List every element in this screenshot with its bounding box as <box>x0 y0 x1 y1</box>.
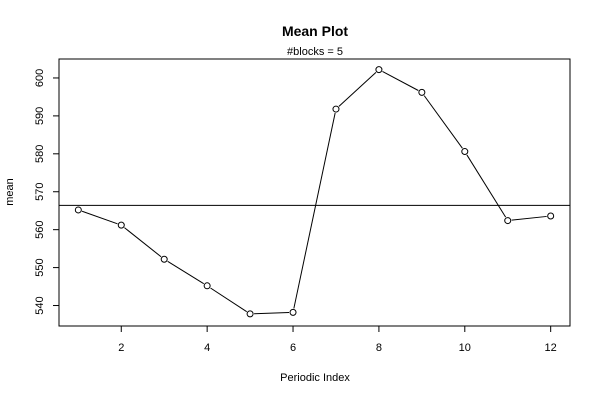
x-tick-label: 4 <box>204 342 210 354</box>
data-point <box>74 206 82 214</box>
data-point <box>547 212 555 220</box>
mean-series <box>74 66 555 318</box>
y-tick-label: 540 <box>34 296 46 314</box>
y-axis-label: mean <box>4 178 16 206</box>
plot-area-frame <box>58 58 571 327</box>
series-line-segment <box>511 215 547 221</box>
x-axis-ticks: 2 4 6 8 10 12 <box>118 326 557 354</box>
x-tick-label: 10 <box>459 342 471 354</box>
x-tick-label: 6 <box>290 342 296 354</box>
x-axis-label: Periodic Index <box>280 372 350 384</box>
series-line-segment <box>81 210 118 225</box>
series-line-segment <box>124 227 162 258</box>
x-tick-label: 2 <box>118 342 124 354</box>
series-line-segment <box>466 154 507 218</box>
series-line-segment <box>167 260 205 285</box>
data-point <box>375 66 383 74</box>
data-point <box>160 255 168 263</box>
y-tick-label: 550 <box>34 258 46 276</box>
data-point <box>117 221 125 229</box>
data-point <box>418 88 426 96</box>
data-point <box>289 308 297 316</box>
chart-subtitle: #blocks = 5 <box>287 46 343 58</box>
data-point <box>461 148 469 156</box>
series-line-segment <box>210 287 248 313</box>
x-tick-label: 12 <box>545 342 557 354</box>
y-tick-label: 560 <box>34 220 46 238</box>
series-line-segment <box>382 71 419 91</box>
data-point <box>246 310 254 318</box>
data-point <box>332 105 340 113</box>
data-point <box>203 282 211 290</box>
series-line-segment <box>254 311 290 315</box>
y-tick-label: 580 <box>34 145 46 163</box>
y-tick-label: 570 <box>34 183 46 201</box>
data-point <box>504 217 512 225</box>
series-line-segment <box>423 95 463 149</box>
y-tick-label: 600 <box>34 69 46 87</box>
y-axis-ticks: 540 550 560 570 580 590 600 <box>34 69 59 315</box>
series-line-segment <box>293 112 336 309</box>
series-line-segment <box>338 71 377 107</box>
chart-title: Mean Plot <box>282 23 348 39</box>
x-tick-label: 8 <box>376 342 382 354</box>
y-tick-label: 590 <box>34 107 46 125</box>
